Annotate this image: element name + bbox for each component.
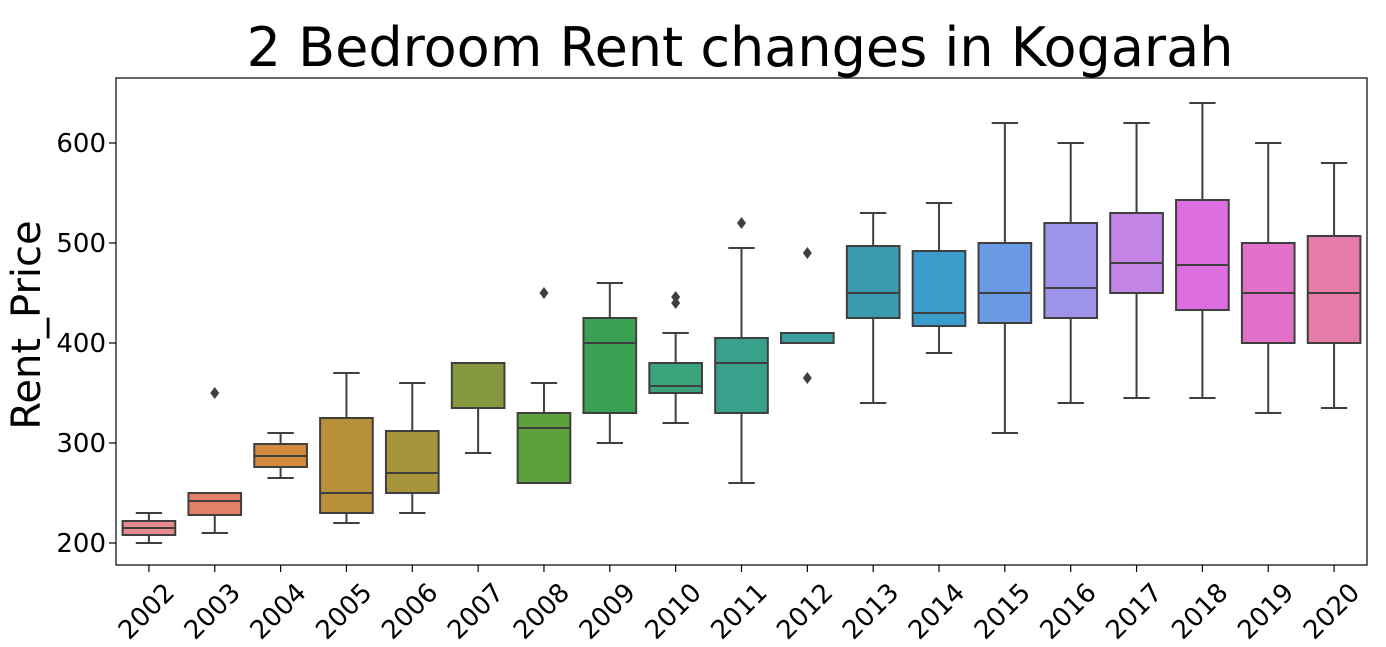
x-tick-label: 2002 [113, 578, 181, 646]
x-tick-label: 2020 [1298, 578, 1366, 646]
box-iqr [1109, 212, 1164, 294]
x-tick-label: 2017 [1101, 578, 1169, 646]
x-tick-label: 2003 [179, 578, 247, 646]
box-2020 [1306, 162, 1362, 409]
box-iqr [187, 492, 243, 516]
plot-frame [115, 77, 1368, 566]
box-2009 [582, 282, 638, 444]
y-tick-label: 300 [56, 429, 106, 459]
box-2002 [121, 512, 177, 544]
box-iqr [1043, 222, 1099, 319]
box-iqr [1175, 199, 1230, 311]
y-tick-label: 400 [56, 329, 106, 359]
y-axis-label: Rent_Price [4, 220, 50, 429]
outlier-point [210, 387, 220, 399]
x-tick-label: 2012 [771, 578, 839, 646]
outlier-point [539, 287, 549, 299]
box-iqr [977, 242, 1033, 324]
box-iqr [648, 362, 703, 394]
box-2014 [911, 202, 967, 354]
box-2011 [714, 217, 769, 484]
x-tick-label: 2014 [903, 578, 971, 646]
box-2018 [1175, 102, 1230, 399]
box-2012 [780, 247, 835, 384]
x-tick-label: 2007 [442, 578, 510, 646]
box-iqr [714, 337, 769, 414]
x-tick-label: 2018 [1166, 578, 1234, 646]
x-tick-label: 2011 [705, 578, 773, 646]
y-axis: 200 300 400 500 600 [56, 129, 116, 559]
outlier-point [737, 217, 746, 229]
box-iqr [384, 430, 440, 494]
box-iqr [1306, 235, 1362, 344]
x-tick-label: 2015 [969, 578, 1037, 646]
x-axis: 2002200320042005200620072008200920102011… [113, 565, 1366, 646]
y-tick-label: 200 [56, 529, 106, 559]
box-2008 [516, 287, 572, 484]
outlier-point [802, 372, 812, 384]
y-tick-label: 500 [56, 229, 106, 259]
outlier-point [671, 291, 681, 303]
box-iqr [780, 332, 835, 344]
box-iqr [845, 245, 901, 319]
x-tick-label: 2004 [245, 578, 313, 646]
box-2005 [319, 372, 374, 524]
outlier-point [802, 247, 812, 259]
chart-title: 2 Bedroom Rent changes in Kogarah [247, 16, 1234, 79]
box-2003 [187, 387, 243, 534]
box-2006 [384, 382, 440, 514]
box-2016 [1043, 142, 1099, 404]
box-2015 [977, 122, 1033, 434]
box-iqr [450, 362, 506, 409]
x-tick-label: 2005 [310, 578, 378, 646]
y-tick-label: 600 [56, 129, 106, 159]
box-iqr [582, 317, 638, 414]
x-tick-label: 2006 [376, 578, 444, 646]
box-iqr [911, 250, 967, 327]
x-tick-label: 2016 [1035, 578, 1103, 646]
box-iqr [319, 417, 374, 514]
x-tick-label: 2013 [837, 578, 905, 646]
x-tick-label: 2019 [1232, 578, 1300, 646]
x-tick-label: 2010 [640, 578, 708, 646]
box-2010 [648, 291, 703, 424]
box-2004 [253, 432, 308, 479]
x-tick-label: 2008 [508, 578, 576, 646]
x-tick-label: 2009 [574, 578, 642, 646]
box-2013 [845, 212, 901, 404]
box-2019 [1240, 142, 1296, 414]
box-2007 [450, 362, 506, 454]
boxes-layer [121, 102, 1362, 544]
box-iqr [516, 412, 572, 484]
box-2017 [1109, 122, 1164, 399]
